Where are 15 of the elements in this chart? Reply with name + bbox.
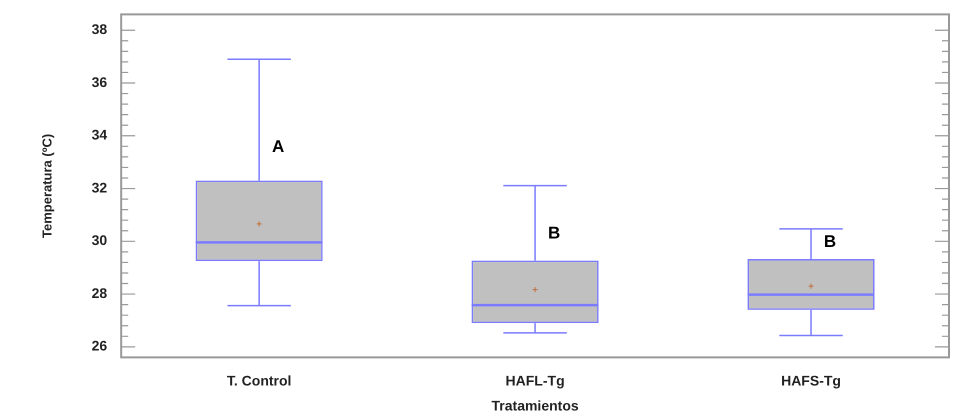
x-tick-label: HAFS-Tg: [781, 372, 841, 389]
annotation: B: [824, 232, 836, 251]
annotation: B: [548, 224, 560, 243]
y-tick-label: 26: [92, 338, 108, 354]
y-tick-label: 38: [92, 21, 108, 38]
y-tick-label: 32: [92, 179, 108, 196]
y-axis-title: Temperatura (ºC): [39, 134, 54, 238]
x-axis-title: Tratamientos: [492, 397, 579, 414]
y-tick-label: 36: [92, 74, 108, 90]
y-tick-label: 30: [92, 232, 108, 248]
x-tick-label: HAFL-Tg: [506, 372, 565, 389]
y-tick-label: 28: [92, 284, 108, 301]
y-tick-label: 34: [92, 126, 108, 143]
x-tick-label: T. Control: [226, 372, 292, 389]
annotation: A: [272, 137, 284, 156]
